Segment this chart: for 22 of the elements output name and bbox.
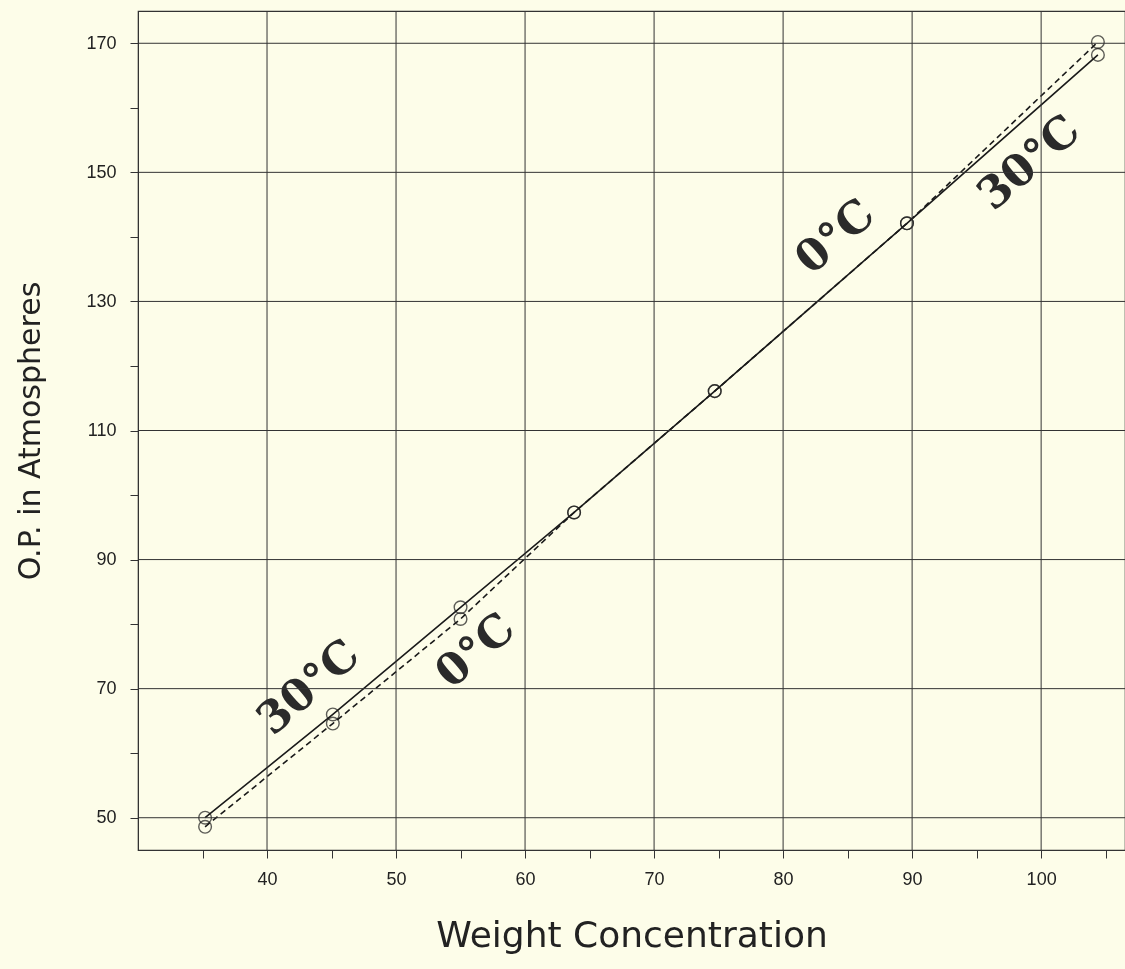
y-tick-label: 130 bbox=[86, 290, 117, 311]
x-tick-label: 90 bbox=[902, 868, 923, 889]
point bbox=[198, 810, 213, 825]
point bbox=[198, 819, 213, 834]
y-tick-label: 70 bbox=[96, 678, 117, 699]
x-tick-label: 100 bbox=[1026, 868, 1057, 889]
y-tick-label: 150 bbox=[86, 161, 117, 182]
x-tick-label: 50 bbox=[386, 868, 407, 889]
y-tick-label: 50 bbox=[96, 807, 117, 828]
y-tick-label: 170 bbox=[86, 32, 117, 53]
y-tick-label: 110 bbox=[87, 420, 117, 440]
y-tick-label: 90 bbox=[96, 549, 117, 570]
x-tick-label: 80 bbox=[773, 868, 794, 889]
text: 0°C bbox=[424, 601, 525, 698]
x-tick-label: 40 bbox=[257, 868, 278, 889]
x-tick-label: 60 bbox=[515, 868, 536, 889]
point bbox=[1090, 34, 1105, 49]
x-axis-title: Weight Concentration bbox=[436, 913, 828, 955]
point bbox=[1090, 47, 1105, 62]
x-tick-label: 70 bbox=[644, 868, 665, 889]
text: 0°C bbox=[784, 187, 885, 284]
y-axis-title: O.P. in Atmospheres bbox=[12, 281, 48, 581]
